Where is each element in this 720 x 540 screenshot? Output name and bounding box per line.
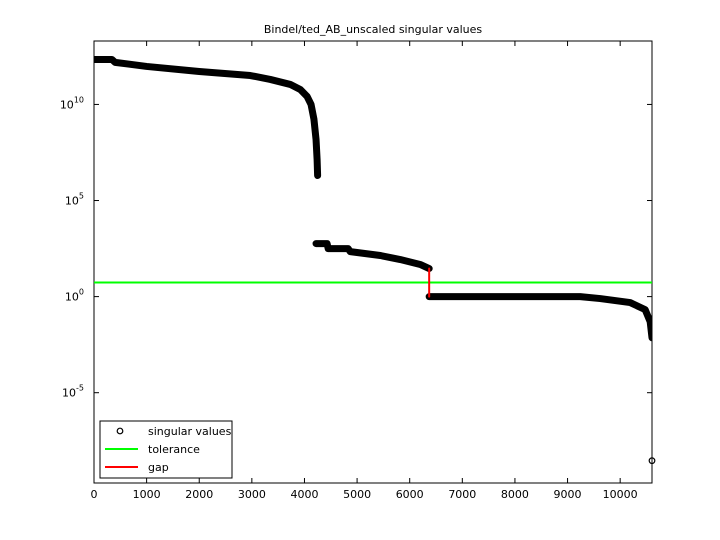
x-tick-label: 9000 [554, 488, 582, 501]
y-tick-label: 105 [65, 192, 84, 208]
x-tick-label: 1000 [133, 488, 161, 501]
legend-label: tolerance [148, 443, 200, 456]
singular-values [312, 240, 433, 273]
x-tick-label: 3000 [238, 488, 266, 501]
legend-label: gap [148, 461, 169, 474]
x-tick-label: 8000 [501, 488, 529, 501]
x-tick-label: 5000 [343, 488, 371, 501]
singular-values [94, 55, 322, 180]
plot-area [93, 40, 653, 484]
x-tick-label: 4000 [290, 488, 318, 501]
data-point [648, 457, 656, 465]
x-tick-label: 10000 [603, 488, 638, 501]
y-tick-label: 10-5 [62, 384, 84, 400]
legend-label: singular values [148, 425, 232, 438]
x-tick-label: 7000 [448, 488, 476, 501]
singular-values [425, 293, 652, 342]
chart-title: Bindel/ted_AB_unscaled singular values [264, 23, 483, 36]
y-tick-label: 1010 [60, 95, 84, 111]
x-tick-label: 2000 [185, 488, 213, 501]
legend-marker [116, 427, 124, 435]
x-tick-label: 0 [91, 488, 98, 501]
x-tick-label: 6000 [396, 488, 424, 501]
y-tick-label: 100 [65, 288, 84, 304]
